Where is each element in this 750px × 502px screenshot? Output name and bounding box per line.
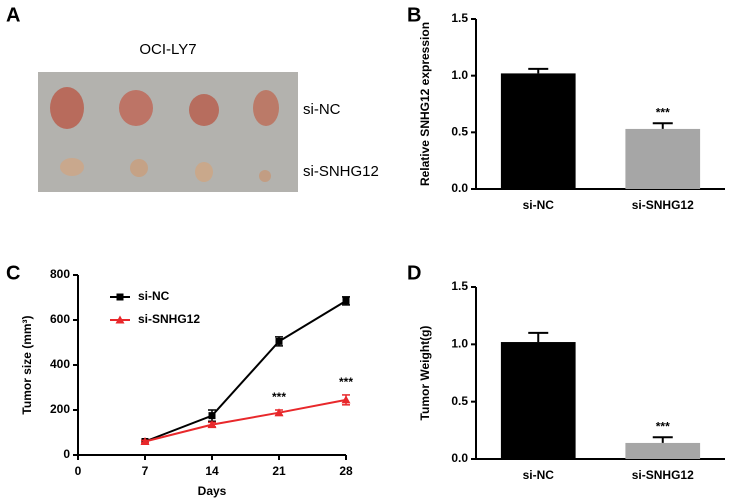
y-tick-label: 0.0	[451, 451, 468, 465]
y-tick-label: 0.0	[451, 181, 468, 195]
y-tick-label: 1.5	[451, 279, 468, 293]
legend-marker	[116, 293, 124, 301]
x-tick-label: 21	[272, 464, 286, 478]
y-axis-label: Tumor Weight(g)	[418, 326, 432, 421]
marker	[342, 297, 350, 305]
x-tick-label: 14	[205, 464, 219, 478]
marker	[208, 412, 216, 420]
marker	[207, 420, 217, 429]
x-tick-label: si-SNHG12	[632, 468, 694, 482]
x-tick-label: 7	[142, 464, 149, 478]
y-axis-label: Tumor size (mm³)	[20, 315, 34, 414]
significance: ***	[656, 419, 670, 433]
y-tick-label: 0.5	[451, 394, 468, 408]
y-tick-label: 1.0	[451, 337, 468, 351]
x-tick-label: si-NC	[523, 468, 555, 482]
x-tick-label: 0	[75, 464, 82, 478]
tumor-photo	[38, 72, 298, 192]
series-line	[144, 398, 347, 443]
row-label: si-SNHG12	[303, 163, 379, 180]
y-tick-label: 600	[50, 312, 70, 326]
legend-label: si-SNHG12	[138, 312, 200, 326]
row-label: si-NC	[303, 101, 341, 118]
legend-marker	[115, 315, 125, 324]
marker	[275, 337, 283, 345]
x-tick-label: si-NC	[523, 198, 555, 212]
marker	[274, 408, 284, 417]
y-tick-label: 400	[50, 357, 70, 371]
y-tick-label: 800	[50, 267, 70, 281]
bar	[500, 342, 576, 459]
bar	[625, 128, 701, 189]
legend-label: si-NC	[138, 289, 170, 303]
panel-label: D	[407, 262, 421, 284]
significance: ***	[339, 375, 353, 389]
marker	[140, 437, 150, 445]
bar	[500, 73, 576, 189]
y-tick-label: 0.5	[451, 125, 468, 139]
y-tick-label: 200	[50, 402, 70, 416]
panel-label: A	[6, 4, 20, 26]
significance: ***	[272, 390, 286, 404]
y-tick-label: 0	[63, 447, 70, 461]
bar	[625, 442, 701, 459]
marker	[341, 395, 351, 404]
series-line	[144, 300, 347, 443]
panel-label: C	[6, 262, 20, 284]
x-tick-label: 28	[339, 464, 353, 478]
x-tick-label: si-SNHG12	[632, 198, 694, 212]
y-axis-label: Relative SNHG12 expression	[418, 22, 432, 186]
significance: ***	[656, 105, 670, 119]
photo-title: OCI-LY7	[139, 41, 196, 58]
y-tick-label: 1.0	[451, 68, 468, 82]
y-tick-label: 1.5	[451, 11, 468, 25]
x-axis-label: Days	[198, 484, 227, 498]
panel-label: B	[407, 4, 421, 26]
